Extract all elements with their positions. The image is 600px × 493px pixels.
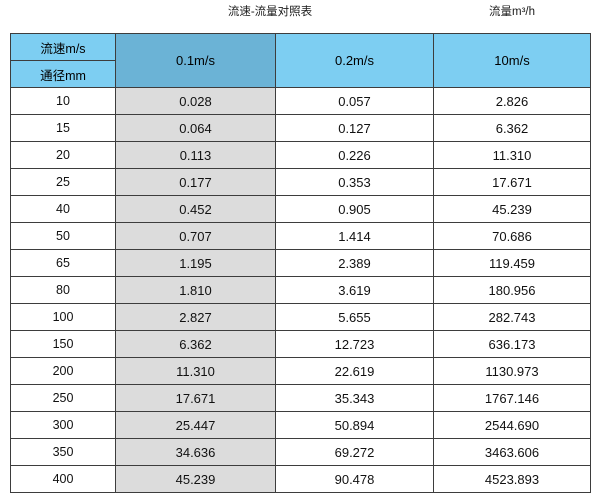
cell-flow-1: 0.127 xyxy=(275,114,434,142)
cell-flow-2: 11.310 xyxy=(433,141,591,169)
cell-diameter: 150 xyxy=(10,330,116,358)
cell-flow-2: 282.743 xyxy=(433,303,591,331)
cell-diameter: 15 xyxy=(10,114,116,142)
cell-flow-0: 1.810 xyxy=(115,276,276,304)
page-title: 流速-流量对照表 xyxy=(227,6,313,18)
cell-flow-2: 1130.973 xyxy=(433,357,591,385)
cell-diameter: 250 xyxy=(10,384,116,412)
cell-diameter: 400 xyxy=(10,465,116,493)
cell-diameter: 100 xyxy=(10,303,116,331)
table-row: 350 34.636 69.272 3463.606 xyxy=(10,438,591,466)
cell-flow-0: 1.195 xyxy=(115,249,276,277)
cell-flow-1: 12.723 xyxy=(275,330,434,358)
cell-diameter: 350 xyxy=(10,438,116,466)
cell-diameter: 50 xyxy=(10,222,116,250)
table-row: 200 11.310 22.619 1130.973 xyxy=(10,357,591,385)
cell-flow-0: 17.671 xyxy=(115,384,276,412)
cell-flow-2: 4523.893 xyxy=(433,465,591,493)
table-row: 80 1.810 3.619 180.956 xyxy=(10,276,591,304)
cell-flow-0: 0.113 xyxy=(115,141,276,169)
cell-flow-0: 25.447 xyxy=(115,411,276,439)
header-column-2[interactable]: 10m/s xyxy=(433,33,591,88)
cell-flow-0: 0.177 xyxy=(115,168,276,196)
cell-flow-0: 34.636 xyxy=(115,438,276,466)
cell-flow-1: 0.353 xyxy=(275,168,434,196)
cell-flow-1: 90.478 xyxy=(275,465,434,493)
cell-flow-2: 3463.606 xyxy=(433,438,591,466)
cell-flow-2: 636.173 xyxy=(433,330,591,358)
cell-flow-0: 0.707 xyxy=(115,222,276,250)
table-row: 25 0.177 0.353 17.671 xyxy=(10,168,591,196)
cell-diameter: 65 xyxy=(10,249,116,277)
cell-flow-2: 2544.690 xyxy=(433,411,591,439)
table-row: 400 45.239 90.478 4523.893 xyxy=(10,465,591,493)
cell-flow-0: 0.028 xyxy=(115,87,276,115)
cell-diameter: 20 xyxy=(10,141,116,169)
cell-flow-2: 6.362 xyxy=(433,114,591,142)
cell-diameter: 40 xyxy=(10,195,116,223)
cell-flow-0: 0.064 xyxy=(115,114,276,142)
cell-flow-2: 180.956 xyxy=(433,276,591,304)
cell-flow-2: 45.239 xyxy=(433,195,591,223)
cell-flow-0: 0.452 xyxy=(115,195,276,223)
cell-flow-2: 2.826 xyxy=(433,87,591,115)
cell-flow-0: 2.827 xyxy=(115,303,276,331)
flow-table-container: 流速m/s 0.1m/s 0.2m/s 10m/s 通径mm 10 0.028 0.… xyxy=(10,33,591,493)
cell-flow-1: 22.619 xyxy=(275,357,434,385)
cell-diameter: 200 xyxy=(10,357,116,385)
table-row: 20 0.113 0.226 11.310 xyxy=(10,141,591,169)
flow-unit-label: 流量m³/h xyxy=(489,6,535,18)
cell-diameter: 10 xyxy=(10,87,116,115)
cell-flow-2: 17.671 xyxy=(433,168,591,196)
table-row: 50 0.707 1.414 70.686 xyxy=(10,222,591,250)
cell-flow-1: 1.414 xyxy=(275,222,434,250)
cell-flow-0: 11.310 xyxy=(115,357,276,385)
cell-flow-1: 69.272 xyxy=(275,438,434,466)
cell-flow-1: 5.655 xyxy=(275,303,434,331)
header-column-0[interactable]: 0.1m/s xyxy=(115,33,276,88)
table-row: 100 2.827 5.655 282.743 xyxy=(10,303,591,331)
table-header: 流速m/s 0.1m/s 0.2m/s 10m/s 通径mm xyxy=(10,33,591,88)
cell-diameter: 25 xyxy=(10,168,116,196)
header-row-top: 流速m/s 0.1m/s 0.2m/s 10m/s xyxy=(10,33,591,88)
cell-flow-1: 2.389 xyxy=(275,249,434,277)
table-row: 150 6.362 12.723 636.173 xyxy=(10,330,591,358)
header-corner-velocity-label: 流速m/s xyxy=(10,33,116,61)
cell-flow-0: 45.239 xyxy=(115,465,276,493)
table-row: 300 25.447 50.894 2544.690 xyxy=(10,411,591,439)
cell-flow-0: 6.362 xyxy=(115,330,276,358)
flow-rate-table: 流速m/s 0.1m/s 0.2m/s 10m/s 通径mm 10 0.028 0.… xyxy=(10,33,591,493)
header-column-1[interactable]: 0.2m/s xyxy=(275,33,434,88)
cell-diameter: 300 xyxy=(10,411,116,439)
cell-flow-2: 119.459 xyxy=(433,249,591,277)
table-row: 10 0.028 0.057 2.826 xyxy=(10,87,591,115)
table-row: 15 0.064 0.127 6.362 xyxy=(10,114,591,142)
table-body: 10 0.028 0.057 2.826 15 0.064 0.127 6.362 20 0.11… xyxy=(10,87,591,493)
cell-flow-1: 50.894 xyxy=(275,411,434,439)
cell-flow-2: 70.686 xyxy=(433,222,591,250)
cell-flow-2: 1767.146 xyxy=(433,384,591,412)
cell-flow-1: 35.343 xyxy=(275,384,434,412)
table-row: 250 17.671 35.343 1767.146 xyxy=(10,384,591,412)
cell-flow-1: 3.619 xyxy=(275,276,434,304)
header-row-bottom: 通径mm xyxy=(10,60,591,88)
cell-flow-1: 0.905 xyxy=(275,195,434,223)
cell-diameter: 80 xyxy=(10,276,116,304)
caption-strip: 流速-流量对照表 流量m³/h xyxy=(0,0,600,32)
cell-flow-1: 0.057 xyxy=(275,87,434,115)
table-row: 40 0.452 0.905 45.239 xyxy=(10,195,591,223)
header-corner-diameter-label: 通径mm xyxy=(10,60,116,88)
table-row: 65 1.195 2.389 119.459 xyxy=(10,249,591,277)
cell-flow-1: 0.226 xyxy=(275,141,434,169)
